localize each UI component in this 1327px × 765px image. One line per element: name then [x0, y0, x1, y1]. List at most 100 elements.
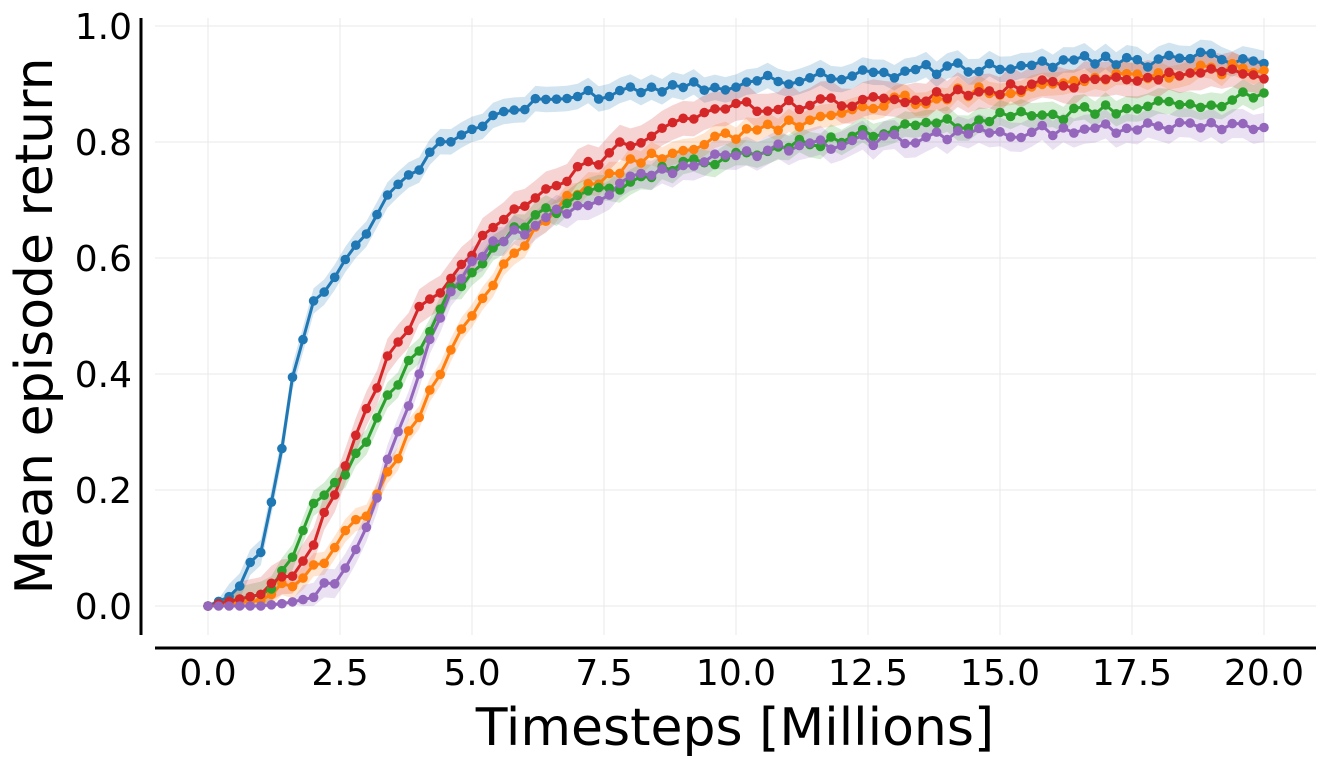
series-marker	[329, 477, 340, 488]
series-marker	[1079, 124, 1090, 134]
series-marker	[234, 601, 245, 611]
series-marker	[710, 149, 720, 159]
series-marker	[794, 104, 805, 115]
series-marker	[583, 85, 593, 96]
series-marker	[1048, 76, 1058, 87]
series-marker	[403, 170, 414, 180]
series-marker	[425, 334, 435, 345]
series-marker	[1121, 74, 1132, 85]
series-marker	[361, 437, 372, 448]
series-marker	[1217, 66, 1227, 77]
series-marker	[900, 66, 910, 76]
series-marker	[477, 251, 488, 262]
series-marker	[857, 94, 868, 105]
series-marker	[1005, 132, 1016, 142]
x-tick-label: 0.0	[179, 653, 236, 694]
series-marker	[773, 139, 783, 149]
series-marker	[572, 190, 583, 201]
series-marker	[657, 164, 667, 174]
series-marker	[879, 101, 889, 111]
series-marker	[425, 385, 435, 395]
series-marker	[710, 159, 720, 170]
series-marker	[1026, 79, 1037, 89]
series-marker	[583, 186, 593, 196]
series-marker	[1090, 109, 1100, 119]
series-marker	[308, 560, 319, 570]
series-marker	[678, 145, 688, 156]
series-marker	[361, 511, 372, 521]
series-marker	[868, 67, 879, 78]
series-marker	[826, 144, 836, 154]
series-marker	[1153, 75, 1164, 85]
series-marker	[319, 578, 330, 588]
series-marker	[1174, 99, 1185, 110]
series-marker	[984, 116, 995, 127]
series-marker	[1164, 67, 1174, 78]
series-marker	[1132, 104, 1143, 114]
series-marker	[1227, 95, 1238, 105]
series-marker	[1195, 60, 1206, 71]
series-marker	[910, 138, 921, 148]
series-marker	[1069, 128, 1079, 138]
series-marker	[1090, 74, 1100, 85]
series-marker	[1164, 50, 1174, 61]
series-marker	[889, 94, 900, 105]
series-marker	[1259, 88, 1269, 98]
series-marker	[308, 592, 319, 603]
series-marker	[1100, 74, 1111, 84]
series-marker	[414, 369, 425, 379]
series-marker	[562, 198, 572, 209]
series-marker	[995, 127, 1005, 137]
series-marker	[953, 58, 963, 68]
x-tick-label: 12.5	[828, 653, 908, 694]
series-marker	[720, 128, 731, 138]
series-marker	[446, 286, 456, 297]
series-marker	[689, 154, 699, 164]
series-marker	[1069, 55, 1079, 65]
series-marker	[551, 204, 562, 215]
series-marker	[921, 132, 931, 142]
series-marker	[931, 127, 942, 137]
series-marker	[942, 134, 952, 145]
series-marker	[488, 222, 498, 233]
series-marker	[287, 372, 298, 383]
series-marker	[963, 90, 974, 101]
series-marker	[583, 178, 593, 189]
series-marker	[382, 454, 393, 465]
series-marker	[889, 129, 900, 140]
series-marker	[541, 94, 551, 105]
series-marker	[1206, 48, 1216, 59]
series-marker	[646, 82, 657, 92]
series-marker	[689, 77, 699, 87]
series-marker	[762, 145, 773, 156]
series-marker	[234, 594, 245, 604]
series-marker	[520, 104, 530, 115]
series-marker	[456, 274, 467, 284]
series-marker	[287, 581, 298, 592]
series-marker	[477, 230, 488, 241]
series-marker	[509, 105, 519, 115]
series-marker	[794, 140, 805, 151]
series-marker	[794, 122, 805, 132]
series-marker	[477, 293, 488, 304]
series-marker	[372, 413, 382, 423]
series-marker	[1048, 130, 1058, 141]
series-marker	[794, 76, 805, 87]
series-marker	[351, 430, 361, 441]
series-marker	[203, 601, 213, 611]
series-marker	[667, 117, 678, 128]
series-marker	[329, 490, 340, 500]
series-marker	[1185, 53, 1195, 64]
series-marker	[520, 201, 530, 211]
series-marker	[530, 210, 541, 220]
series-marker	[1248, 56, 1259, 66]
series-marker	[277, 572, 287, 582]
series-marker	[446, 273, 456, 284]
series-marker	[488, 110, 498, 121]
series-marker	[1195, 47, 1206, 58]
series-marker	[467, 256, 477, 267]
series-marker	[425, 326, 435, 337]
series-marker	[488, 243, 498, 253]
series-marker	[562, 209, 572, 219]
series-marker	[277, 598, 287, 609]
